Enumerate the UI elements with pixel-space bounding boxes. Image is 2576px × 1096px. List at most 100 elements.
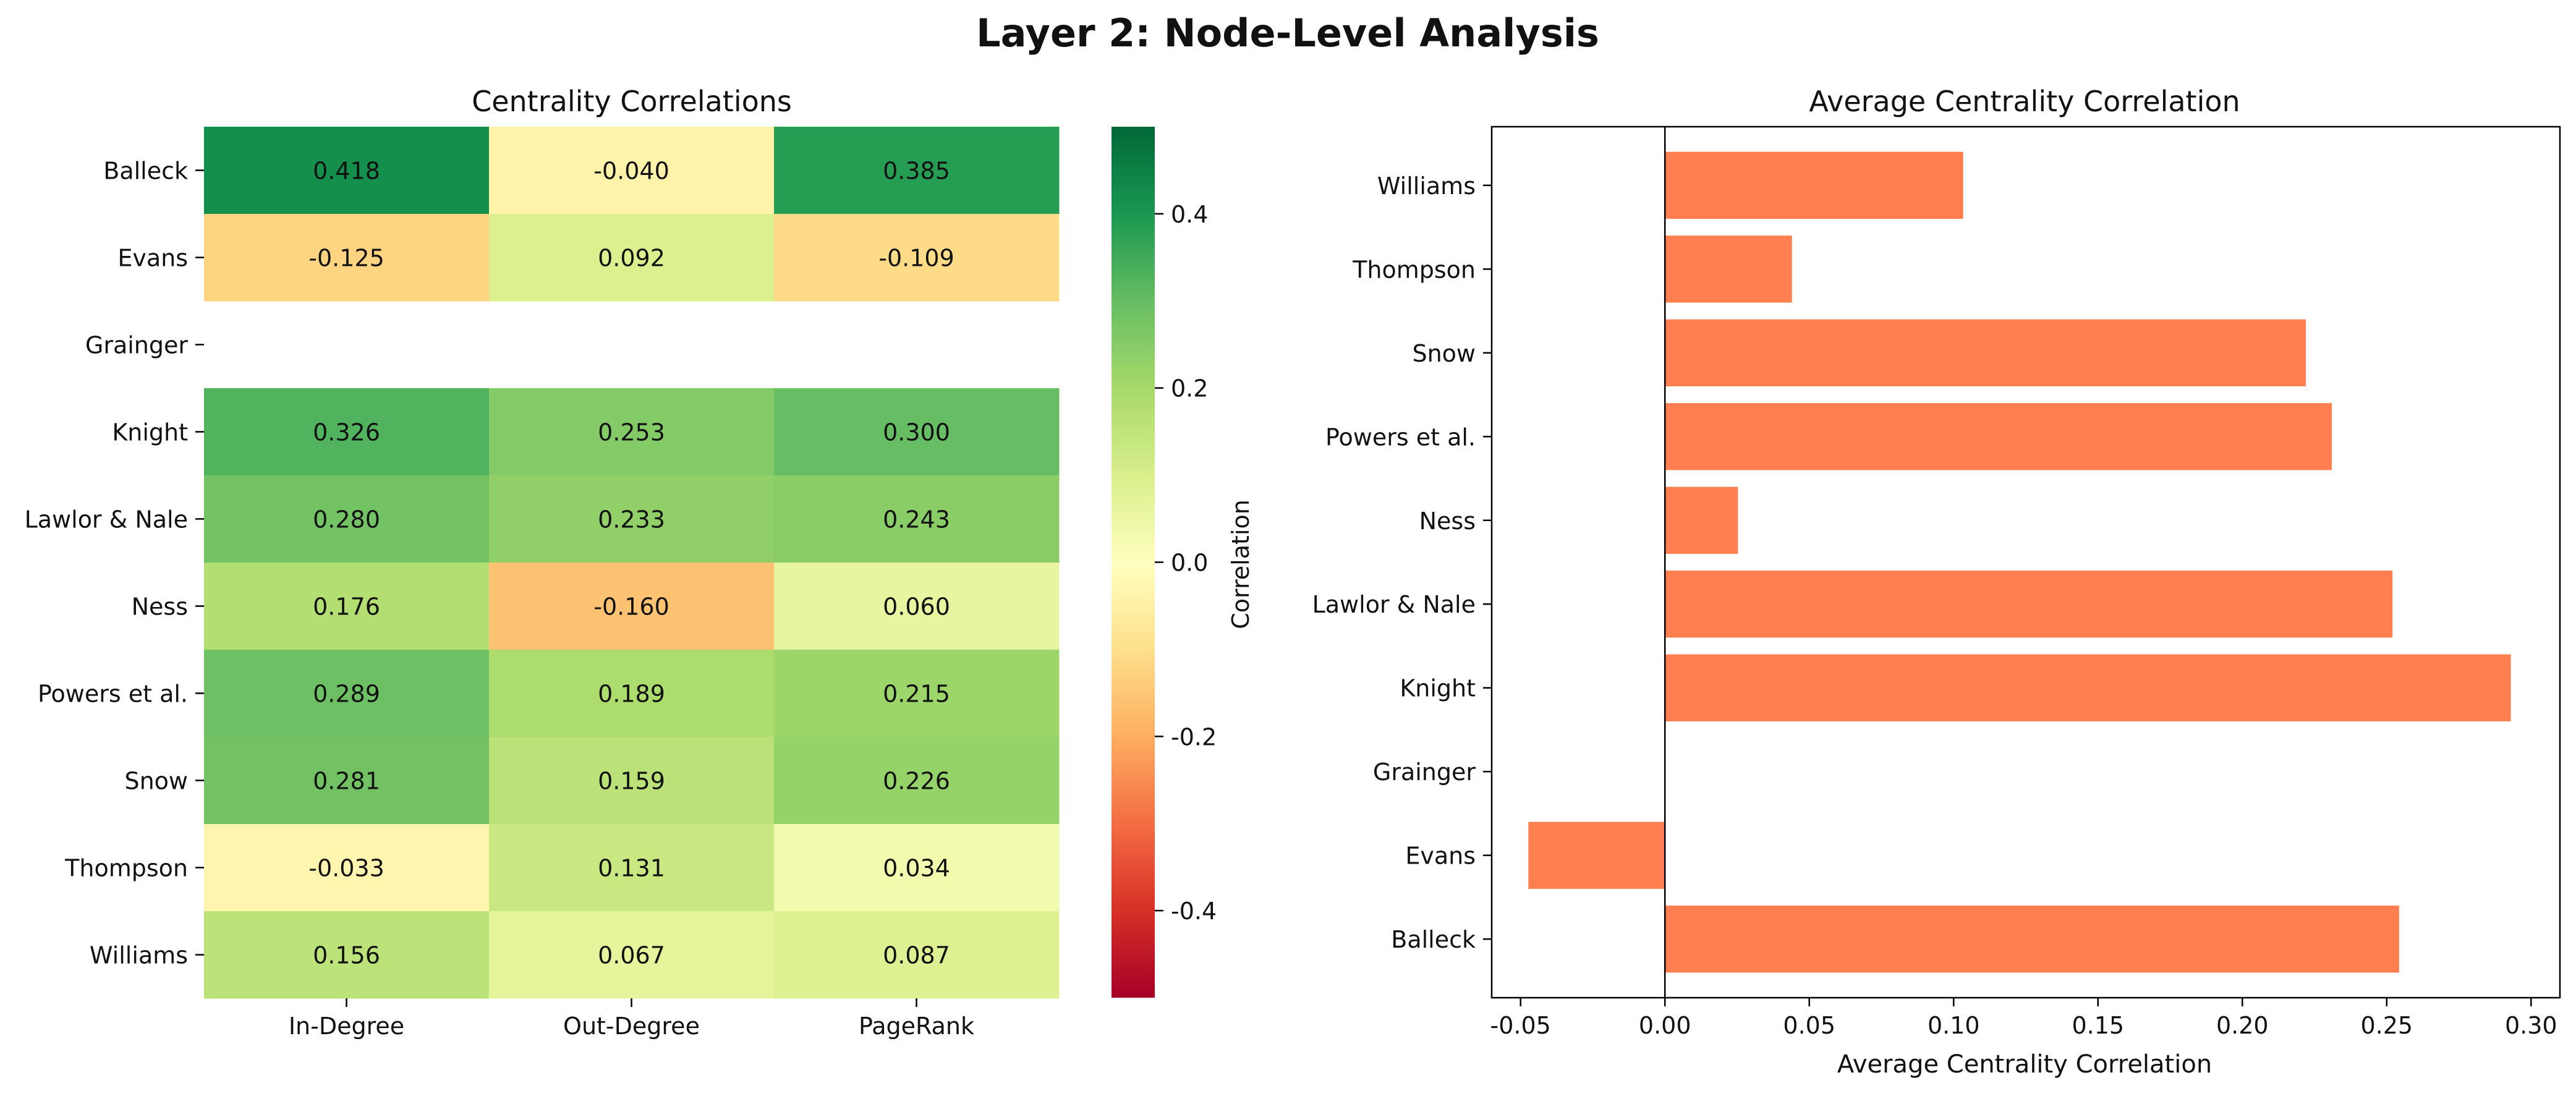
heatmap-column-label: In-Degree bbox=[289, 1013, 404, 1040]
heatmap-cell-evans-out-degree bbox=[489, 214, 775, 302]
bar-category-label: Thompson bbox=[1352, 256, 1476, 283]
colorbar: 0.4 0.2 0.0 -0.2 -0.4 bbox=[1112, 127, 1217, 998]
bar-knight bbox=[1665, 654, 2511, 721]
heatmap-value-label: 0.289 bbox=[313, 681, 380, 708]
heatmap-value-label: 0.156 bbox=[313, 942, 380, 969]
heatmap-cell-powers-et-al-out-degree bbox=[489, 650, 775, 737]
bar-williams bbox=[1665, 151, 1963, 219]
bar-thompson bbox=[1665, 236, 1792, 303]
bar-evans bbox=[1528, 822, 1665, 889]
heatmap-row-label: Grainger bbox=[85, 332, 188, 359]
heatmap-cell-williams-out-degree bbox=[489, 911, 775, 999]
heatmap-value-label: 0.253 bbox=[598, 419, 665, 446]
heatmap-cell-williams-pagerank bbox=[774, 911, 1060, 999]
heatmap-value-label: 0.226 bbox=[883, 768, 950, 795]
heatmap-cell-ness-in-degree bbox=[204, 563, 490, 650]
bar-chart-title: Average Centrality Correlation bbox=[1809, 85, 2240, 118]
heatmap-cell-knight-pagerank bbox=[774, 388, 1060, 476]
heatmap-value-label: 0.034 bbox=[883, 855, 950, 882]
heatmap-value-label: 0.067 bbox=[598, 942, 665, 969]
heatmap-value-label: -0.033 bbox=[308, 855, 385, 882]
bar-x-tick-label: 0.20 bbox=[2216, 1012, 2269, 1039]
heatmap-value-label: 0.281 bbox=[313, 768, 380, 795]
heatmap-cell-powers-et-al-in-degree bbox=[204, 650, 490, 737]
bar-x-tick-label: -0.05 bbox=[1490, 1012, 1551, 1039]
heatmap-value-label: 0.243 bbox=[883, 506, 950, 533]
heatmap-value-label: 0.087 bbox=[883, 942, 950, 969]
heatmap-value-label: 0.092 bbox=[598, 245, 665, 272]
bar-category-label: Williams bbox=[1377, 172, 1476, 200]
heatmap-cell-thompson-in-degree bbox=[204, 824, 490, 912]
heatmap-cell-evans-pagerank bbox=[774, 214, 1060, 302]
bar-ness bbox=[1665, 486, 1738, 554]
heatmap-value-label: 0.326 bbox=[313, 419, 380, 446]
heatmap-cell-snow-pagerank bbox=[774, 737, 1060, 825]
bar-axes-frame bbox=[1490, 125, 2561, 999]
bar-category-label: Grainger bbox=[1373, 758, 1476, 786]
heatmap-value-label: -0.109 bbox=[878, 245, 954, 272]
bar-x-tick-label: 0.10 bbox=[1928, 1012, 1980, 1039]
colorbar-tick-label: 0.4 bbox=[1171, 201, 1208, 228]
heatmap-value-label: 0.131 bbox=[598, 855, 665, 882]
heatmap-cell-ness-pagerank bbox=[774, 563, 1060, 650]
heatmap-cell-lawlor-nale-pagerank bbox=[774, 475, 1060, 563]
heatmap-value-label: 0.215 bbox=[883, 681, 950, 708]
heatmap-cell-knight-in-degree bbox=[204, 388, 490, 476]
bar-balleck bbox=[1665, 905, 2399, 973]
bar-x-tick-label: 0.30 bbox=[2505, 1012, 2557, 1039]
heatmap-row-label: Evans bbox=[117, 245, 188, 272]
heatmap-row-label: Powers et al. bbox=[38, 681, 188, 708]
heatmap-cell-knight-out-degree bbox=[489, 388, 775, 476]
heatmap-column-labels: In-Degree Out-Degree PageRank bbox=[289, 998, 974, 1040]
bar-powers-et-al bbox=[1665, 403, 2332, 470]
heatmap-cells: 0.418 -0.040 0.385 -0.125 0.092 -0.109 0.326 0.… bbox=[204, 127, 1060, 999]
heatmap-cell-evans-in-degree bbox=[204, 214, 490, 302]
heatmap-cell-snow-out-degree bbox=[489, 737, 775, 825]
heatmap-row-label: Knight bbox=[112, 419, 188, 446]
bar-lawlor-nale bbox=[1665, 571, 2393, 638]
heatmap-cell-thompson-out-degree bbox=[489, 824, 775, 912]
heatmap-cell-thompson-pagerank bbox=[774, 824, 1060, 912]
bar-x-tick-label: 0.05 bbox=[1783, 1012, 1835, 1039]
bar-panel: Average Centrality Correlation Balleck Ev… bbox=[1312, 85, 2561, 1079]
bar-category-label: Powers et al. bbox=[1325, 423, 1476, 451]
bar-xlabel: Average Centrality Correlation bbox=[1837, 1050, 2212, 1079]
heatmap-row-label: Ness bbox=[132, 593, 188, 621]
heatmap-cell-balleck-pagerank bbox=[774, 127, 1060, 215]
bar-axes: Balleck Evans Grainger Knight Lawlor & Nale N… bbox=[1312, 125, 2561, 1039]
heatmap-value-label: 0.300 bbox=[883, 419, 950, 446]
heatmap-row-labels: Balleck Evans Grainger Knight Lawlor & Nale N… bbox=[25, 158, 204, 969]
heatmap-cell-lawlor-nale-out-degree bbox=[489, 475, 775, 563]
heatmap-cell-ness-out-degree bbox=[489, 563, 775, 650]
bar-marks bbox=[1528, 127, 2511, 998]
heatmap-cell-snow-in-degree bbox=[204, 737, 490, 825]
heatmap-value-label: 0.280 bbox=[313, 506, 380, 533]
heatmap-title: Centrality Correlations bbox=[472, 85, 792, 118]
heatmap-value-label: -0.160 bbox=[593, 593, 670, 621]
heatmap-value-label: 0.176 bbox=[313, 593, 380, 621]
colorbar-tick-label: 0.0 bbox=[1171, 550, 1208, 577]
heatmap-cell-powers-et-al-pagerank bbox=[774, 650, 1060, 737]
heatmap-value-label: 0.418 bbox=[313, 158, 380, 185]
bar-category-label: Evans bbox=[1405, 843, 1476, 870]
heatmap-value-label: 0.189 bbox=[598, 681, 665, 708]
heatmap-row-label: Lawlor & Nale bbox=[25, 506, 188, 533]
bar-x-tick-label: 0.25 bbox=[2360, 1012, 2413, 1039]
heatmap-value-label: 0.385 bbox=[883, 158, 950, 185]
bar-category-label: Lawlor & Nale bbox=[1312, 591, 1476, 618]
colorbar-label: Correlation bbox=[1227, 499, 1254, 629]
heatmap-value-label: -0.125 bbox=[308, 245, 385, 272]
bar-snow bbox=[1665, 319, 2306, 386]
colorbar-tick-label: 0.2 bbox=[1171, 375, 1208, 402]
heatmap-cell-balleck-out-degree bbox=[489, 127, 775, 215]
bar-x-tick-label: 0.00 bbox=[1639, 1012, 1691, 1039]
bar-category-label: Knight bbox=[1400, 675, 1476, 702]
colorbar-strip bbox=[1112, 127, 1155, 998]
bar-x-tick-label: 0.15 bbox=[2072, 1012, 2124, 1039]
bar-category-label: Balleck bbox=[1391, 926, 1476, 953]
heatmap-cell-lawlor-nale-in-degree bbox=[204, 475, 490, 563]
figure-title: Layer 2: Node-Level Analysis bbox=[976, 11, 1599, 56]
heatmap-column-label: Out-Degree bbox=[563, 1013, 700, 1040]
colorbar-tick-label: -0.2 bbox=[1171, 723, 1217, 750]
